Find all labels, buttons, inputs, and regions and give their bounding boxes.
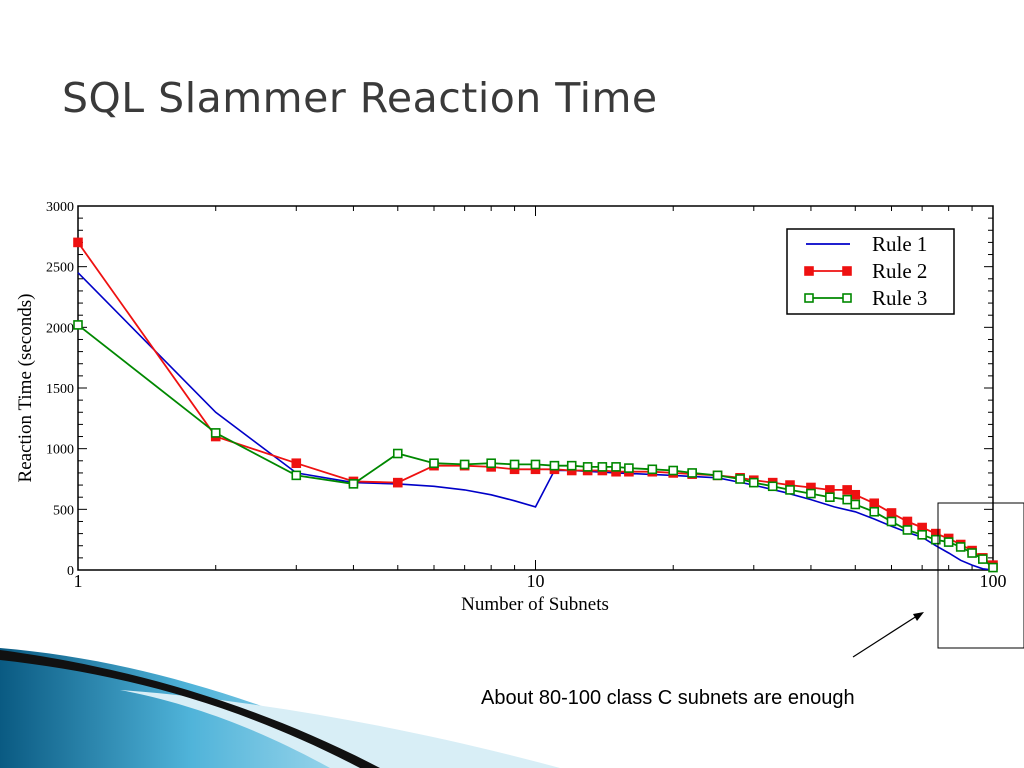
data-point-rule-3: [785, 485, 795, 495]
data-point-rule-3: [931, 534, 941, 545]
legend-label-rule-2: Rule 2: [872, 259, 927, 283]
data-point-rule-3: [291, 470, 302, 481]
y-tick-label: 2500: [46, 261, 74, 276]
data-point-rule-3: [566, 460, 577, 471]
data-point-rule-2: [73, 237, 83, 248]
data-point-rule-3: [624, 463, 634, 473]
data-point-rule-3: [712, 470, 723, 481]
legend: Rule 1 Rule 2 Rule 3: [786, 228, 955, 315]
axis-ticks: 0 500 1000 1500 2000 2500 3000 1 10 100: [46, 200, 1007, 591]
callout-arrow: [852, 613, 921, 658]
data-point-rule-3: [869, 506, 880, 517]
data-point-rule-3: [392, 448, 403, 459]
data-point-rule-3: [509, 459, 520, 470]
data-point-rule-3: [549, 460, 560, 471]
x-tick-label: 10: [527, 571, 545, 591]
annotation-text: About 80-100 class C subnets are enough: [481, 687, 855, 709]
legend-marker-rule-2: [804, 266, 814, 276]
y-tick-label: 0: [67, 564, 74, 579]
legend-marker-rule-3: [804, 293, 814, 303]
data-point-rule-2: [392, 477, 403, 488]
data-point-rule-2: [842, 485, 852, 495]
data-point-rule-3: [687, 468, 697, 478]
y-tick-label: 1000: [46, 443, 74, 458]
data-point-rule-3: [530, 459, 541, 470]
data-point-rule-3: [429, 458, 439, 469]
legend-label-rule-3: Rule 3: [872, 286, 927, 310]
callout-arrowhead: [913, 612, 924, 621]
x-tick-label: 1: [74, 571, 83, 591]
y-tick-label: 500: [53, 503, 74, 518]
data-point-rule-3: [978, 554, 988, 564]
y-tick-label: 1500: [46, 382, 74, 397]
data-point-rule-3: [967, 548, 977, 558]
y-tick-label: 3000: [46, 200, 74, 215]
data-point-rule-3: [73, 320, 83, 330]
data-point-rule-3: [348, 479, 359, 489]
data-point-rule-3: [806, 488, 816, 499]
data-point-rule-3: [988, 562, 998, 573]
data-point-rule-3: [668, 465, 679, 476]
data-point-rule-3: [825, 492, 835, 503]
data-point-rule-2: [291, 458, 302, 469]
data-point-rule-3: [842, 494, 852, 505]
data-point-rule-3: [611, 462, 621, 472]
data-point-rule-3: [917, 530, 927, 540]
data-point-rule-3: [955, 542, 966, 552]
x-axis-label: Number of Subnets: [461, 594, 609, 615]
data-point-rule-3: [748, 477, 759, 488]
y-tick-label: 2000: [46, 321, 74, 336]
data-point-rule-3: [597, 462, 608, 472]
data-point-rule-2: [850, 489, 861, 500]
data-point-rule-3: [210, 428, 221, 438]
data-point-rule-3: [486, 458, 496, 469]
data-point-rule-3: [459, 459, 470, 470]
data-point-rule-3: [943, 537, 954, 547]
legend-entries: Rule 1 Rule 2 Rule 3: [804, 232, 927, 310]
series-rule-3: [73, 320, 998, 573]
legend-marker-rule-2: [842, 266, 852, 276]
x-tick-label: 100: [980, 571, 1007, 591]
callout-box: [937, 502, 1024, 649]
data-point-rule-3: [647, 464, 658, 475]
data-point-rule-3: [582, 462, 593, 472]
data-point-rule-3: [735, 474, 745, 484]
data-point-rule-3: [767, 481, 778, 492]
data-point-rule-3: [902, 525, 913, 535]
data-point-rule-3: [850, 499, 861, 510]
y-axis-label: Reaction Time (seconds): [15, 294, 36, 483]
legend-label-rule-1: Rule 1: [872, 232, 927, 256]
swoosh-dark: [0, 650, 380, 768]
slide-title: SQL Slammer Reaction Time: [62, 74, 658, 122]
data-point-rule-3: [886, 516, 897, 527]
legend-marker-rule-3: [842, 293, 852, 303]
